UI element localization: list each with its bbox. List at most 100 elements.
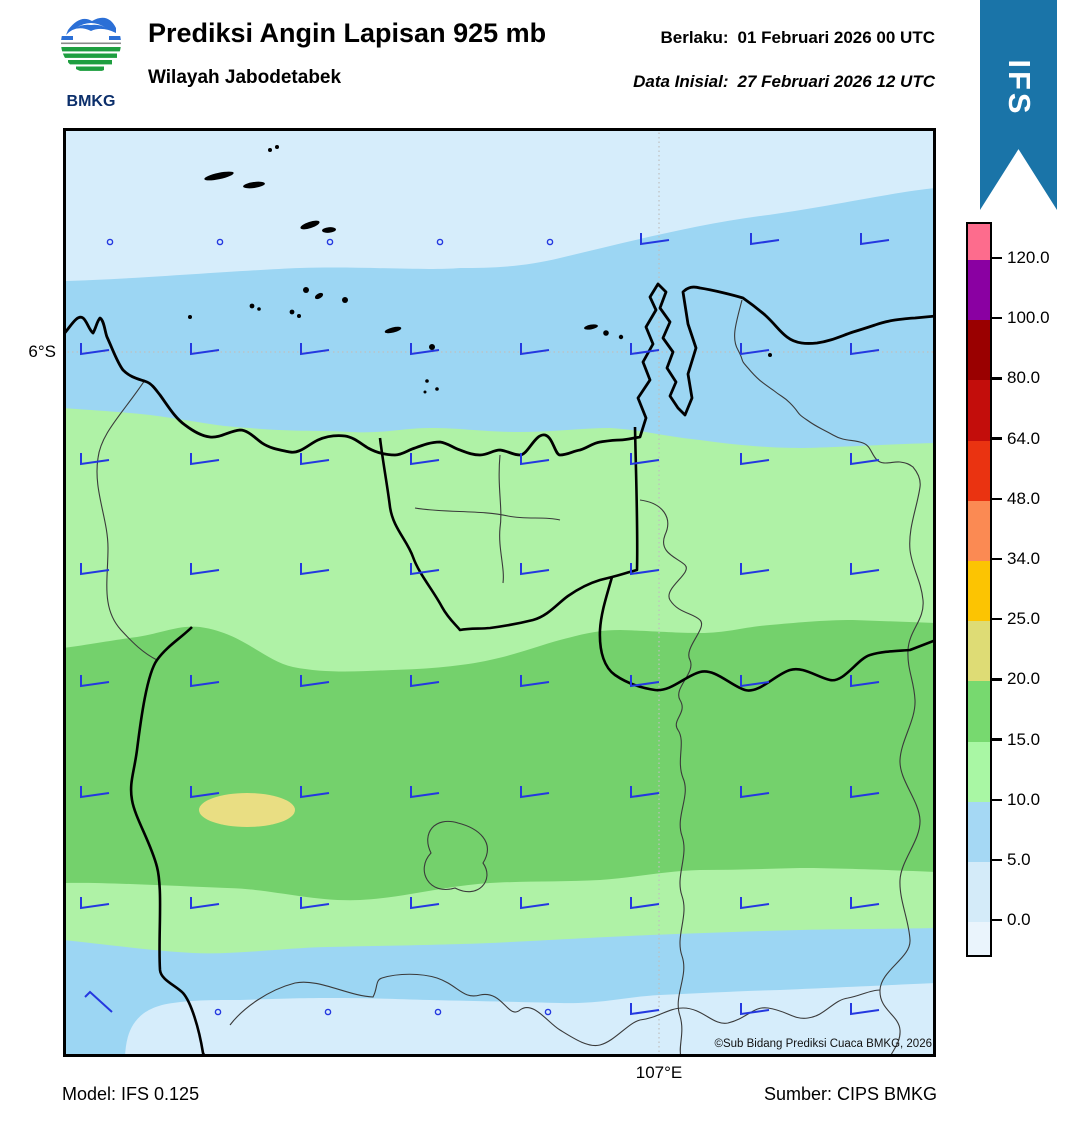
- wind-barb: [740, 563, 770, 576]
- colorbar-tick-label: 25.0: [1007, 609, 1041, 629]
- wind-barb: [190, 563, 220, 576]
- islands: [188, 145, 772, 394]
- wind-barb: [190, 343, 220, 356]
- colorbar-tick: [991, 858, 1002, 862]
- colorbar-tick-label: 100.0: [1007, 308, 1050, 328]
- colorbar-segment: [968, 922, 990, 956]
- colorbar-tick-label: 5.0: [1007, 850, 1031, 869]
- colorbar-tick-label: 20.0: [1007, 669, 1041, 689]
- page-subtitle: Wilayah Jabodetabek: [148, 67, 342, 88]
- calm-wind-marker: [544, 1008, 552, 1016]
- colorbar-tick: [991, 377, 1002, 380]
- colorbar-tick: [991, 437, 1002, 440]
- wind-barb: [410, 897, 440, 910]
- colorbar-segment: [968, 260, 990, 321]
- wind-barb: [300, 675, 330, 688]
- colorbar-tick: [991, 316, 1002, 320]
- map-copyright: ©Sub Bidang Prediksi Cuaca BMKG, 2026: [714, 1038, 932, 1050]
- wind-barb: [300, 563, 330, 576]
- colorbar-segment: [968, 500, 990, 561]
- east-boundary: [598, 576, 936, 692]
- logo-text: BMKG: [67, 93, 116, 110]
- wind-barb: [410, 786, 440, 799]
- wind-barb: [860, 233, 890, 246]
- colorbar-segment: [968, 560, 990, 622]
- wind-barb: [190, 897, 220, 910]
- wind-barb: [850, 453, 880, 466]
- colorbar-tick: [991, 918, 1002, 922]
- colorbar-tick-label: 0.0: [1007, 910, 1031, 930]
- wind-barb: [630, 563, 660, 576]
- calm-wind-marker: [326, 238, 334, 246]
- calm-wind-marker: [434, 1008, 442, 1016]
- bmkg-logo: BMKG: [61, 13, 121, 110]
- wind-barb: [520, 343, 550, 356]
- valid-time-line: Berlaku: 01 Februari 2026 00 UTC: [660, 28, 935, 48]
- wind-barb: [850, 1003, 880, 1016]
- colorbar-segment: [968, 621, 990, 682]
- calm-wind-marker: [216, 238, 224, 246]
- initial-data-label: Data Inisial:: [633, 72, 729, 91]
- wind-barb: [80, 786, 110, 799]
- wind-barb: [410, 343, 440, 356]
- band-yellow-maximum: [199, 793, 295, 827]
- band-medium-green: [63, 620, 936, 901]
- wind-barb: [190, 786, 220, 799]
- wind-barb: [300, 897, 330, 910]
- model-info: Model: IFS 0.125: [62, 1084, 200, 1104]
- coastline: [63, 282, 936, 457]
- wind-barb: [520, 897, 550, 910]
- wind-barb: [850, 897, 880, 910]
- wind-barb: [520, 563, 550, 576]
- wind-barb: [630, 786, 660, 799]
- wind-barb: [84, 990, 113, 1013]
- band-pale-blue-top: [63, 128, 936, 281]
- wind-barb: [850, 563, 880, 576]
- colorbar-segment: [968, 224, 990, 260]
- wind-barb: [850, 343, 880, 356]
- logo-mark: [61, 13, 121, 73]
- wind-barb: [630, 453, 660, 466]
- wind-barb: [740, 343, 770, 356]
- wind-speed-colorbar: [966, 222, 992, 958]
- wind-barb: [740, 897, 770, 910]
- wind-barb: [630, 343, 660, 356]
- longitude-axis-label: 107°E: [635, 1063, 683, 1082]
- colorbar-tick: [991, 617, 1002, 621]
- wind-barb: [190, 453, 220, 466]
- wind-barb: [80, 453, 110, 466]
- colorbar-tick: [991, 738, 1002, 741]
- wind-barb: [80, 343, 110, 356]
- colorbar-segment: [968, 861, 990, 923]
- colorbar-segment: [968, 801, 990, 862]
- valid-time-label: Berlaku:: [660, 28, 729, 47]
- band-pale-blue-south: [125, 983, 936, 1057]
- wind-barb: [300, 343, 330, 356]
- colorbar-tick: [991, 256, 1002, 260]
- wind-barb: [190, 675, 220, 688]
- wind-barbs-layer: [80, 233, 890, 1016]
- map-frame: [63, 128, 936, 1057]
- wind-barb: [740, 675, 770, 688]
- wind-map: [63, 128, 936, 1057]
- initial-data-value: 27 Februari 2026 12 UTC: [737, 72, 935, 91]
- district-boundaries: [96, 299, 924, 1057]
- colorbar-segment: [968, 681, 990, 742]
- wind-barb: [850, 675, 880, 688]
- model-ribbon: IFS: [980, 0, 1057, 210]
- colorbar-segment: [968, 380, 990, 441]
- banten-boundary: [129, 626, 207, 1057]
- colorbar-tick-label: 48.0: [1007, 488, 1041, 508]
- jakarta-boundary: [378, 426, 639, 632]
- colorbar-tick-label: 34.0: [1007, 549, 1041, 568]
- wind-barb: [410, 563, 440, 576]
- colorbar-tick-label: 120.0: [1007, 248, 1050, 267]
- colorbar-segment: [968, 320, 990, 381]
- initial-data-line: Data Inisial: 27 Februari 2026 12 UTC: [633, 72, 935, 92]
- wind-barb: [740, 1003, 770, 1016]
- wind-barb: [80, 675, 110, 688]
- wind-barb: [850, 786, 880, 799]
- colorbar-tick: [991, 557, 1002, 561]
- wind-barb: [740, 786, 770, 799]
